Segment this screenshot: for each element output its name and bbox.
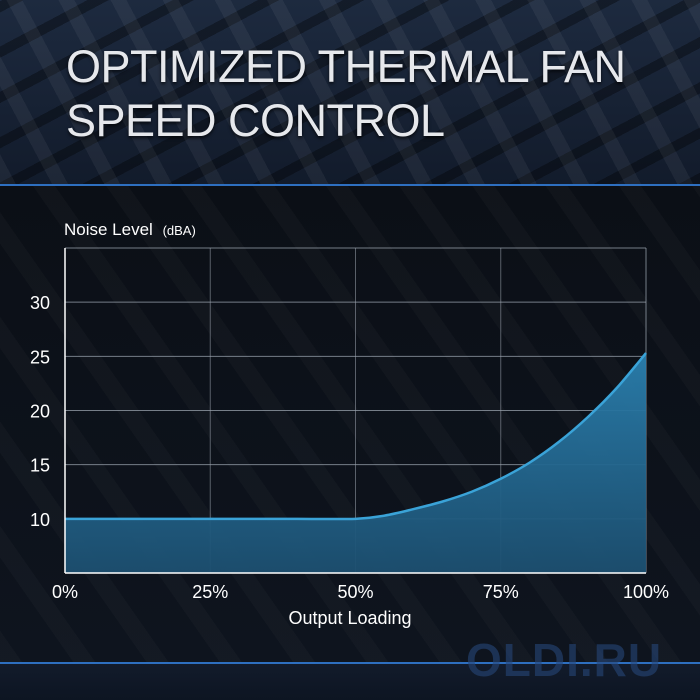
- y-tick-label: 20: [30, 402, 50, 422]
- x-tick-label: 25%: [192, 582, 228, 602]
- series-area: [65, 353, 646, 573]
- y-axis-label-unit: (dBA): [163, 223, 196, 238]
- page-title: OPTIMIZED THERMAL FAN SPEED CONTROL: [66, 41, 626, 146]
- y-tick-label: 15: [30, 456, 50, 476]
- x-axis-label: Output Loading: [288, 608, 411, 628]
- y-axis-label-text: Noise Level: [64, 220, 153, 239]
- x-tick-label: 75%: [483, 582, 519, 602]
- watermark-text: OLDI.RU: [466, 634, 663, 686]
- x-tick-label: 50%: [337, 582, 373, 602]
- series-area-layer: [65, 352, 647, 573]
- header-background: [0, 0, 700, 184]
- axes-layer: [64, 248, 646, 574]
- y-axis-label: Noise Level (dBA): [64, 220, 196, 239]
- x-tick-label: 100%: [623, 582, 669, 602]
- series-line: [65, 352, 647, 521]
- footer-divider: [0, 662, 700, 664]
- y-tick-label: 10: [30, 510, 50, 530]
- tick-labels: 10 15 20 25 30 0% 25% 50% 75% 100%: [30, 293, 669, 602]
- y-tick-label: 25: [30, 347, 50, 367]
- x-tick-label: 0%: [52, 582, 78, 602]
- y-tick-label: 30: [30, 293, 50, 313]
- footer-background: [0, 664, 700, 700]
- header-divider: [0, 184, 700, 186]
